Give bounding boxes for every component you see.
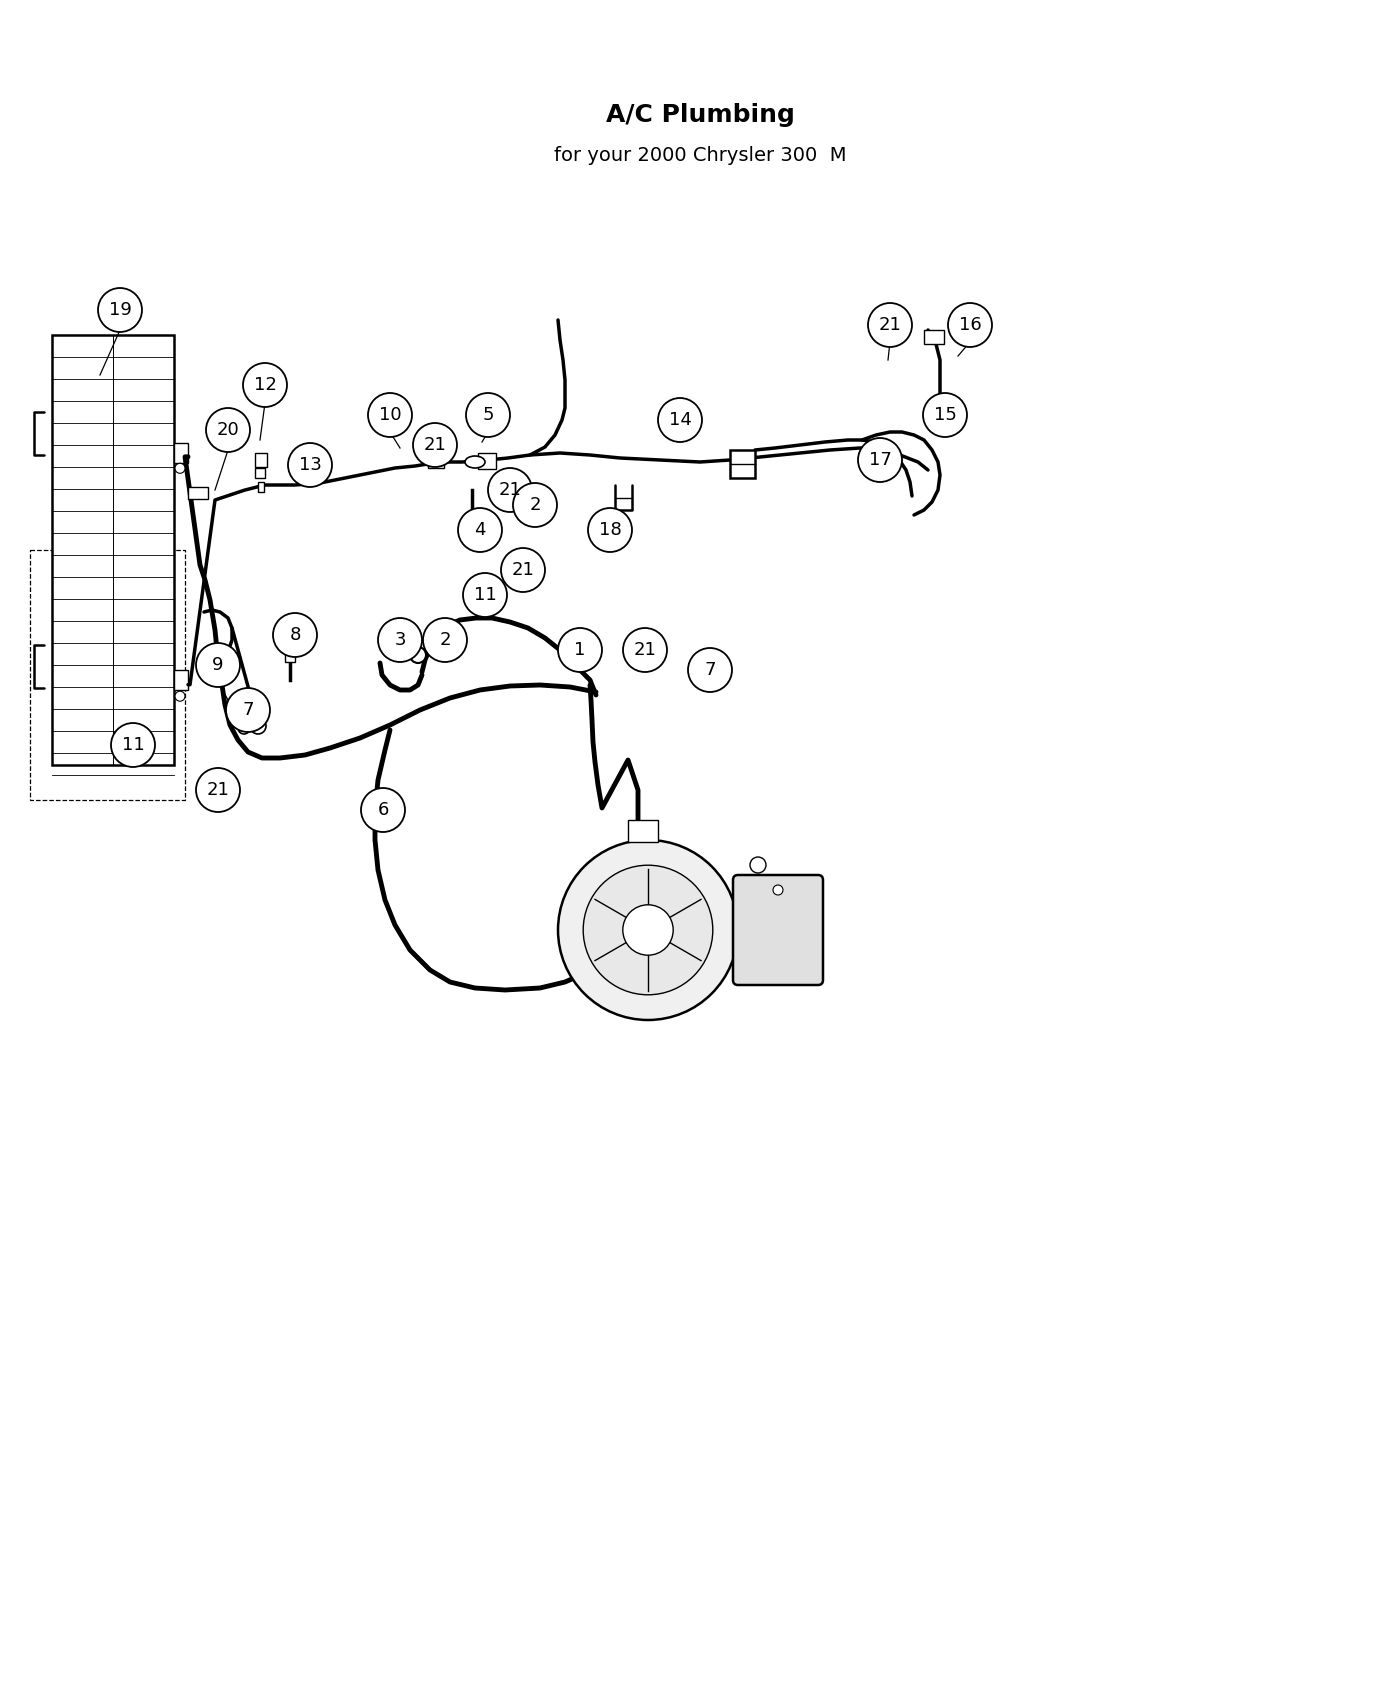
Circle shape [466,393,510,437]
Circle shape [214,768,223,775]
Circle shape [238,722,251,734]
Circle shape [251,717,266,734]
Bar [255,468,265,478]
Circle shape [175,692,185,700]
Circle shape [288,444,332,486]
Circle shape [458,508,503,552]
Text: 14: 14 [669,411,692,428]
Text: 3: 3 [395,631,406,649]
Bar [283,619,297,636]
Circle shape [196,643,239,687]
Text: 21: 21 [634,641,657,660]
Text: 2: 2 [440,631,451,649]
Text: 7: 7 [242,700,253,719]
Circle shape [273,614,316,656]
Text: 21: 21 [207,780,230,799]
Bar [428,454,444,468]
Text: for your 2000 Chrysler 300  M: for your 2000 Chrysler 300 M [554,146,846,165]
Circle shape [588,508,631,552]
Bar [629,819,658,842]
Circle shape [623,904,673,955]
Text: 21: 21 [879,316,902,333]
Circle shape [489,468,532,512]
Circle shape [368,393,412,437]
Text: 12: 12 [253,376,276,394]
Text: 4: 4 [475,520,486,539]
Circle shape [750,857,766,874]
Text: 1: 1 [574,641,585,660]
Circle shape [361,789,405,831]
Text: 18: 18 [599,520,622,539]
Circle shape [773,886,783,894]
Circle shape [858,439,902,483]
Text: 2: 2 [529,496,540,513]
Text: 7: 7 [704,661,715,678]
Text: 13: 13 [298,456,322,474]
Text: 9: 9 [213,656,224,673]
Text: 10: 10 [378,406,402,423]
Text: 20: 20 [217,422,239,439]
Bar [477,452,496,469]
Circle shape [463,573,507,617]
Circle shape [410,648,426,663]
Circle shape [378,619,421,661]
Circle shape [584,865,713,994]
Bar [52,335,174,765]
Circle shape [111,722,155,767]
Text: 21: 21 [511,561,535,580]
Bar [729,450,755,478]
Bar [286,639,295,661]
Circle shape [440,639,456,656]
Circle shape [658,398,701,442]
Text: 8: 8 [290,626,301,644]
Ellipse shape [465,456,484,468]
Circle shape [559,840,738,1020]
Circle shape [623,627,666,672]
Text: 5: 5 [482,406,494,423]
Text: 6: 6 [378,801,389,819]
Circle shape [923,393,967,437]
Text: 15: 15 [934,406,956,423]
FancyBboxPatch shape [734,876,823,984]
Text: 21: 21 [498,481,521,500]
Circle shape [423,619,468,661]
Circle shape [413,423,456,468]
Text: 11: 11 [473,586,497,604]
Bar [29,551,185,801]
Circle shape [206,408,251,452]
Bar [258,483,265,491]
Text: 16: 16 [959,316,981,333]
Circle shape [175,464,185,473]
Circle shape [225,688,270,733]
Circle shape [517,575,528,586]
Bar [924,330,944,343]
Bar [188,486,209,500]
Text: 17: 17 [868,450,892,469]
Circle shape [512,483,557,527]
Circle shape [244,364,287,406]
Bar [174,442,188,462]
Text: A/C Plumbing: A/C Plumbing [606,104,794,128]
Circle shape [501,547,545,592]
Circle shape [98,287,141,332]
Text: 11: 11 [122,736,144,755]
Circle shape [928,408,952,432]
Text: 21: 21 [424,435,447,454]
Circle shape [935,415,945,425]
Text: 19: 19 [109,301,132,320]
Bar [174,670,188,690]
Circle shape [196,768,239,813]
Circle shape [559,627,602,672]
Circle shape [687,648,732,692]
Circle shape [948,303,993,347]
Bar [255,452,267,468]
Circle shape [868,303,911,347]
